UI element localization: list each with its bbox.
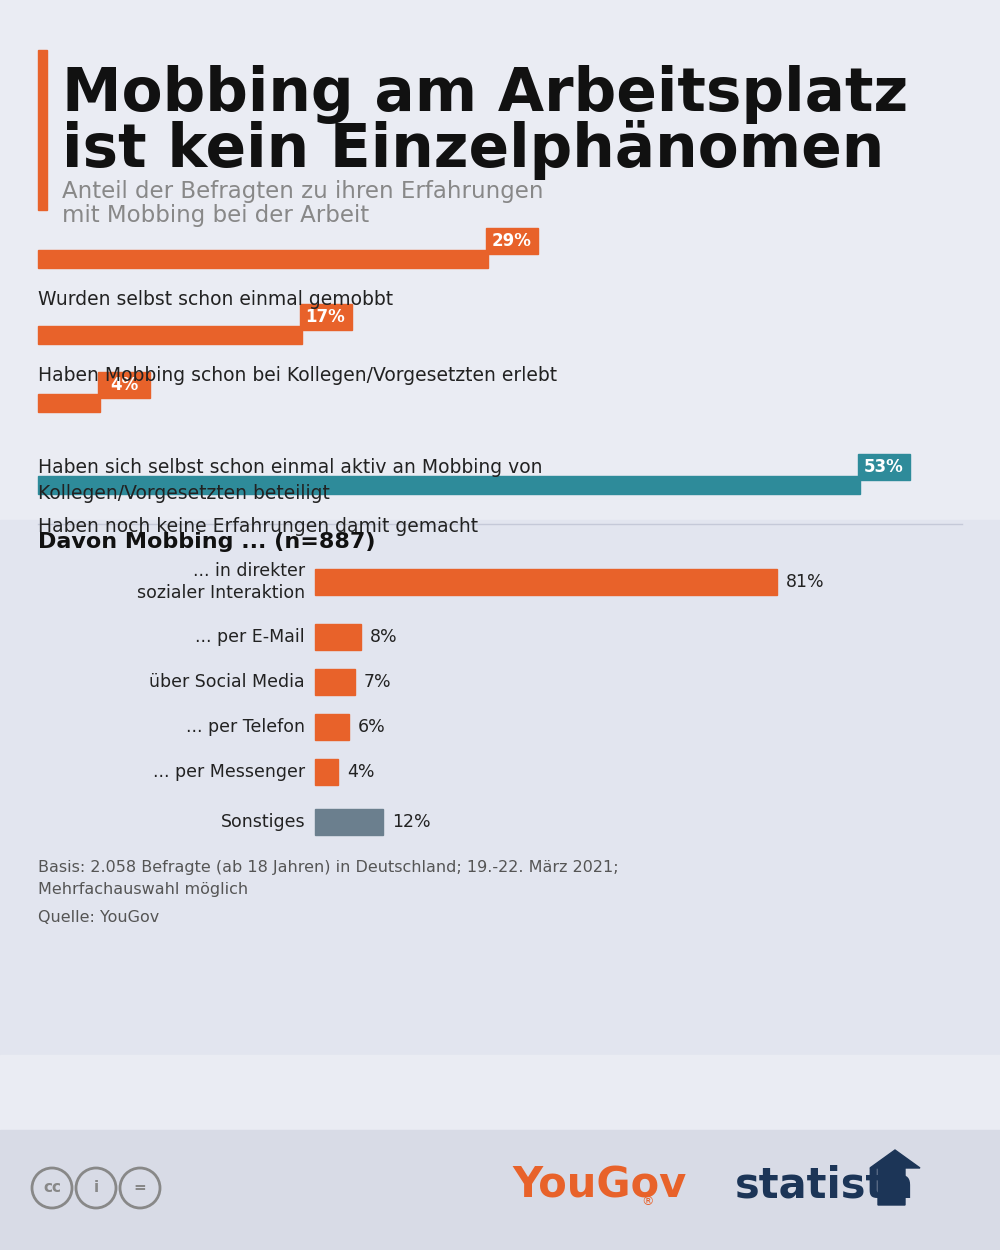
Text: Haben sich selbst schon einmal aktiv an Mobbing von
Kollegen/Vorgesetzten beteil: Haben sich selbst schon einmal aktiv an … [38, 458, 542, 503]
Text: 4%: 4% [347, 762, 374, 781]
Bar [315, 714, 349, 740]
Text: YouGov: YouGov [513, 1164, 687, 1206]
Bar [315, 669, 355, 695]
Bar [858, 454, 910, 480]
Text: cc: cc [43, 1180, 61, 1195]
Text: 29%: 29% [492, 232, 531, 250]
Text: Anteil der Befragten zu ihren Erfahrungen: Anteil der Befragten zu ihren Erfahrunge… [62, 180, 544, 203]
Text: Quelle: YouGov: Quelle: YouGov [38, 910, 159, 925]
Bar [300, 304, 352, 330]
Text: Mehrfachauswahl möglich: Mehrfachauswahl möglich [38, 882, 248, 898]
Text: 81%: 81% [786, 572, 824, 591]
Bar [98, 372, 150, 398]
Bar [38, 250, 488, 268]
Bar [315, 759, 338, 785]
Text: 8%: 8% [370, 628, 397, 646]
Text: mit Mobbing bei der Arbeit: mit Mobbing bei der Arbeit [62, 204, 369, 228]
Text: ... in direkter
sozialer Interaktion: ... in direkter sozialer Interaktion [137, 561, 305, 602]
Text: Sonstiges: Sonstiges [220, 812, 305, 831]
Text: Haben Mobbing schon bei Kollegen/Vorgesetzten erlebt: Haben Mobbing schon bei Kollegen/Vorgese… [38, 366, 557, 385]
Text: Haben noch keine Erfahrungen damit gemacht: Haben noch keine Erfahrungen damit gemac… [38, 518, 478, 536]
Bar [315, 569, 777, 595]
Bar [486, 228, 538, 254]
Text: ... per Messenger: ... per Messenger [153, 762, 305, 781]
Bar [315, 624, 361, 650]
Polygon shape [870, 1150, 920, 1205]
Text: ... per Telefon: ... per Telefon [186, 718, 305, 736]
Text: 7%: 7% [364, 672, 392, 691]
Bar [38, 50, 47, 210]
Text: 12%: 12% [392, 812, 431, 831]
Bar [38, 326, 302, 344]
Text: ist kein Einzelphänomen: ist kein Einzelphänomen [62, 120, 884, 180]
Text: über Social Media: über Social Media [149, 672, 305, 691]
Bar [38, 394, 100, 412]
Bar [315, 809, 383, 835]
Text: Mobbing am Arbeitsplatz: Mobbing am Arbeitsplatz [62, 65, 908, 124]
Bar [38, 476, 860, 494]
Text: 53%: 53% [864, 458, 903, 476]
Text: i: i [93, 1180, 99, 1195]
Text: ®: ® [641, 1195, 654, 1209]
Text: 6%: 6% [358, 718, 386, 736]
Text: ... per E-Mail: ... per E-Mail [195, 628, 305, 646]
Text: 17%: 17% [306, 308, 345, 326]
Bar [0, 1130, 1000, 1250]
Text: Davon Mobbing ... (n=887): Davon Mobbing ... (n=887) [38, 532, 376, 552]
Text: =: = [134, 1180, 146, 1195]
Text: Basis: 2.058 Befragte (ab 18 Jahren) in Deutschland; 19.-22. März 2021;: Basis: 2.058 Befragte (ab 18 Jahren) in … [38, 860, 619, 875]
Text: Wurden selbst schon einmal gemobbt: Wurden selbst schon einmal gemobbt [38, 290, 393, 309]
Text: 4%: 4% [110, 376, 138, 394]
Text: statista: statista [735, 1164, 915, 1206]
Bar [0, 520, 1000, 1055]
Bar [0, 0, 1000, 520]
Bar [0, 1055, 1000, 1250]
